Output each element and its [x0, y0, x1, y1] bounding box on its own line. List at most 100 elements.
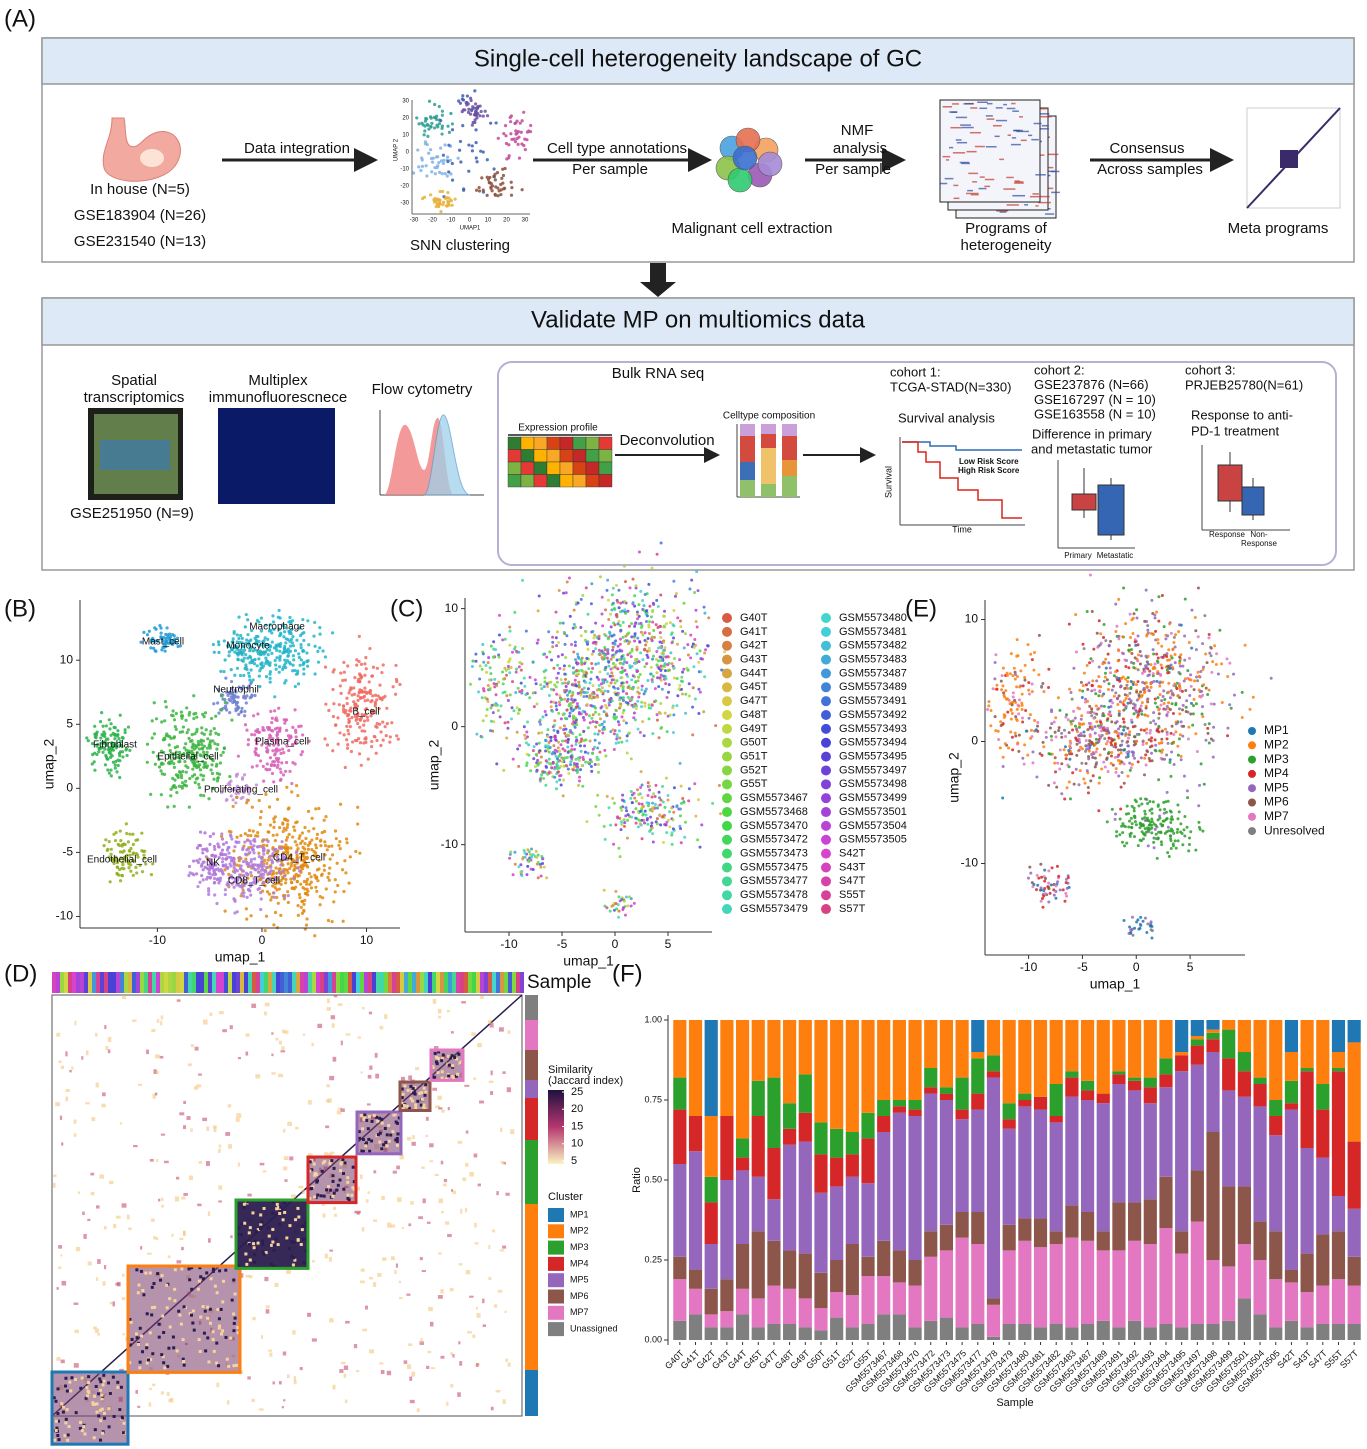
cell-dot	[652, 654, 656, 658]
cell-dot	[278, 867, 282, 871]
cluster-label: Neutrophil	[213, 685, 259, 696]
cell-dot	[533, 765, 537, 769]
cell-dot	[588, 739, 592, 743]
cell-dot	[292, 876, 296, 880]
cell-dot	[305, 659, 309, 664]
cell-dot	[274, 643, 278, 647]
cell-dot	[631, 686, 635, 690]
legend-dot	[722, 654, 732, 665]
cell-dot	[513, 121, 517, 126]
cell-dot	[248, 661, 252, 665]
cell-dot	[1167, 701, 1171, 705]
cell-dot	[665, 831, 669, 835]
cell-dot	[684, 820, 688, 824]
cell-dot	[612, 685, 616, 689]
cell-dot	[653, 794, 657, 798]
cell-dot	[219, 669, 223, 673]
cell-dot	[672, 579, 676, 583]
cell-dot	[1152, 652, 1156, 656]
cell-dot	[567, 704, 571, 708]
heat-cell	[1032, 193, 1039, 195]
cell-dot	[1198, 783, 1202, 787]
cell-dot	[538, 718, 542, 722]
cell-dot	[637, 675, 641, 679]
cell-dot	[515, 730, 519, 734]
cell-dot	[104, 743, 108, 747]
cell-dot	[600, 595, 604, 599]
comp	[740, 424, 755, 436]
cell-dot	[1154, 629, 1158, 633]
cell-dot	[670, 631, 674, 635]
cell-dot	[1159, 663, 1163, 667]
cell-dot	[489, 729, 493, 733]
cell-dot	[1211, 660, 1215, 664]
cell-dot	[672, 676, 676, 680]
cell-dot	[535, 855, 539, 859]
cell-dot	[1078, 688, 1082, 692]
cell-dot	[620, 676, 624, 680]
cell-dot	[544, 759, 548, 763]
cell-dot	[1131, 682, 1135, 686]
cell-dot	[346, 728, 350, 733]
cell-dot	[417, 122, 421, 126]
cell-dot	[615, 715, 619, 719]
cell-dot	[640, 684, 644, 688]
cell-dot	[561, 794, 565, 798]
cell-dot	[221, 857, 225, 861]
cell-dot	[502, 131, 506, 136]
cell-dot	[95, 744, 99, 748]
cell-dot	[98, 720, 103, 724]
cell-dot	[381, 720, 385, 724]
cell-dot	[302, 667, 306, 671]
cell-dot	[442, 158, 446, 162]
cell-dot	[255, 738, 259, 742]
cell-dot	[475, 160, 479, 164]
cell-dot	[515, 667, 519, 671]
cell-dot	[486, 683, 490, 687]
cell-dot	[324, 814, 328, 819]
cell-dot	[190, 739, 194, 743]
cell-dot	[1202, 782, 1206, 786]
cell-dot	[162, 636, 166, 640]
cell-dot	[363, 729, 367, 733]
cell-dot	[360, 729, 364, 733]
cell-dot	[1133, 656, 1137, 660]
cell-dot	[292, 868, 296, 872]
cell-dot	[625, 680, 629, 684]
cell-dot	[623, 600, 627, 604]
cell-dot	[527, 859, 531, 863]
cell-dot	[517, 764, 521, 768]
cell-dot	[617, 846, 621, 850]
cell-dot	[294, 730, 298, 734]
cell-dot	[515, 649, 519, 653]
cell-dot	[267, 805, 272, 809]
cell-dot	[1086, 688, 1090, 692]
legend-dot	[821, 779, 831, 790]
cell-dot	[112, 832, 116, 836]
cell-dot	[583, 744, 587, 748]
cell-dot	[294, 735, 298, 739]
cell-dot	[1144, 665, 1148, 669]
cell-dot	[584, 738, 588, 742]
cell-dot	[243, 832, 247, 836]
cell-dot	[598, 653, 602, 657]
cell-dot	[246, 738, 251, 742]
x-tick-label: 0	[259, 933, 266, 947]
cell-dot	[1140, 671, 1144, 675]
cell-dot	[1176, 694, 1180, 698]
cell-dot	[494, 648, 498, 652]
cell-dot	[1169, 689, 1173, 693]
cell-dot	[573, 747, 577, 751]
cell-dot	[646, 781, 650, 785]
cell-dot	[215, 762, 219, 766]
cell-dot	[438, 189, 442, 194]
cell-dot	[341, 919, 345, 923]
cell-dot	[208, 746, 212, 750]
heat-cell	[1041, 124, 1049, 127]
legend-label: GSM5573478	[740, 889, 808, 901]
arrows	[222, 148, 1234, 463]
legend-label: GSM5573479	[740, 903, 808, 915]
cell-dot	[373, 700, 377, 704]
cell-dot	[321, 649, 325, 653]
cell-dot	[525, 138, 529, 142]
